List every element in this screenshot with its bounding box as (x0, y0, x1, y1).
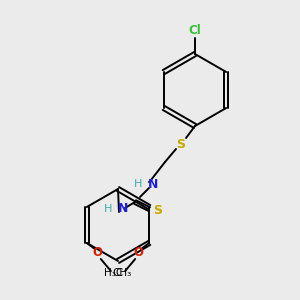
Text: S: S (176, 137, 185, 151)
Text: H: H (103, 204, 112, 214)
Text: O: O (133, 247, 143, 260)
Text: S: S (153, 203, 162, 217)
Text: O: O (93, 247, 103, 260)
Text: N: N (148, 178, 158, 190)
Text: H: H (134, 179, 142, 189)
Text: CH₃: CH₃ (113, 268, 132, 278)
Text: Cl: Cl (189, 24, 201, 37)
Text: N: N (118, 202, 128, 215)
Text: H₃C: H₃C (104, 268, 123, 278)
